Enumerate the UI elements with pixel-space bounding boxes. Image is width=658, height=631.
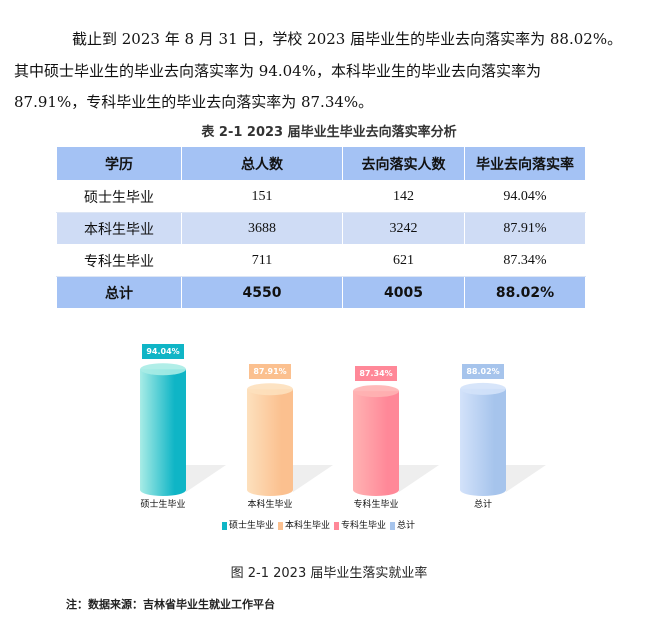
data-label: 87.34% xyxy=(355,366,397,382)
x-tick-label: 硕士生毕业 xyxy=(140,500,186,510)
header-cell: 去向落实人数 xyxy=(342,146,465,181)
table-caption: 表 2-1 2023 届毕业生毕业去向落实率分析 xyxy=(201,125,457,140)
header-cell: 学历 xyxy=(56,146,182,181)
cell: 4550 xyxy=(181,276,343,309)
legend-swatch xyxy=(278,521,284,530)
legend-swatch xyxy=(222,521,227,530)
bar-cylinder xyxy=(247,389,293,496)
cell: 硕士生毕业 xyxy=(56,180,182,213)
legend-item[interactable]: 专科生毕业 xyxy=(334,518,386,531)
table-row: 专科生毕业 711 621 87.34% xyxy=(56,244,586,277)
table-row: 硕士生毕业 151 142 94.04% xyxy=(56,180,586,213)
x-tick-label: 本科生毕业 xyxy=(247,500,293,510)
cell: 151 xyxy=(181,180,343,213)
cell: 总计 xyxy=(56,276,182,309)
bar-cap xyxy=(247,383,293,396)
x-tick-label: 专科生毕业 xyxy=(353,500,399,510)
legend-item[interactable]: 硕士生毕业 xyxy=(222,518,274,531)
cylinder-chart: 94.04% 硕士生毕业 87.91% 本科生毕业 87.34% 专科生毕业 88.02% 总… xyxy=(0,330,658,540)
paragraph-line: 87.91%，专科毕业生的毕业去向落实率为 87.34%。 xyxy=(14,93,374,111)
cell: 142 xyxy=(342,180,465,213)
legend-swatch xyxy=(334,521,340,530)
cell: 专科生毕业 xyxy=(56,244,182,277)
cell: 3242 xyxy=(342,212,465,245)
header-cell: 总人数 xyxy=(181,146,343,181)
bar-cap xyxy=(353,385,399,398)
table-row: 本科生毕业 3688 3242 87.91% xyxy=(56,212,586,245)
source-note: 注：数据来源：吉林省毕业生就业工作平台 xyxy=(66,598,275,611)
bar-shadow xyxy=(186,465,226,492)
cell: 88.02% xyxy=(464,276,586,309)
legend-label: 硕士生毕业 xyxy=(229,521,275,531)
table-row-total: 总计 4550 4005 88.02% xyxy=(56,276,586,309)
cell: 4005 xyxy=(342,276,465,309)
legend-item[interactable]: 本科生毕业 xyxy=(278,518,330,531)
bar-shadow xyxy=(399,465,439,492)
bar-cylinder xyxy=(353,391,399,496)
cell: 621 xyxy=(342,244,465,277)
bar-cylinder xyxy=(140,369,186,496)
cell: 本科生毕业 xyxy=(56,212,182,245)
figure-caption: 图 2-1 2023 届毕业生落实就业率 xyxy=(230,566,428,581)
bar-cap xyxy=(140,363,186,376)
data-label: 88.02% xyxy=(462,363,504,379)
graduation-rate-table: 学历 总人数 去向落实人数 毕业去向落实率 硕士生毕业 151 142 94.04% … xyxy=(56,146,586,309)
paragraph-line: 截止到 2023 年 8 月 31 日，学校 2023 届毕业生的毕业去向落实率… xyxy=(72,30,623,48)
paragraph-line: 其中硕士毕业生的毕业去向落实率为 94.04%，本科毕业生的毕业去向落实率为 xyxy=(14,62,541,80)
data-label: 87.91% xyxy=(249,364,291,380)
legend-label: 总计 xyxy=(397,521,416,531)
legend-label: 本科生毕业 xyxy=(285,521,331,531)
cell: 3688 xyxy=(181,212,343,245)
legend-item[interactable]: 总计 xyxy=(390,518,415,531)
bar-cylinder xyxy=(460,388,506,496)
bar-shadow xyxy=(506,465,546,492)
legend-swatch xyxy=(390,521,396,530)
header-cell: 毕业去向落实率 xyxy=(464,146,586,181)
data-label: 94.04% xyxy=(142,344,184,360)
chart-svg xyxy=(140,363,546,496)
chart-legend: 硕士生毕业 本科生毕业 专科生毕业 总计 xyxy=(222,518,415,531)
cell: 87.91% xyxy=(464,212,586,245)
legend-label: 专科生毕业 xyxy=(341,521,387,531)
cell: 711 xyxy=(181,244,343,277)
bar-shadow xyxy=(293,465,333,492)
cell: 87.34% xyxy=(464,244,586,277)
x-tick-label: 总计 xyxy=(473,500,492,510)
cell: 94.04% xyxy=(464,180,586,213)
bar-cap xyxy=(460,382,506,395)
